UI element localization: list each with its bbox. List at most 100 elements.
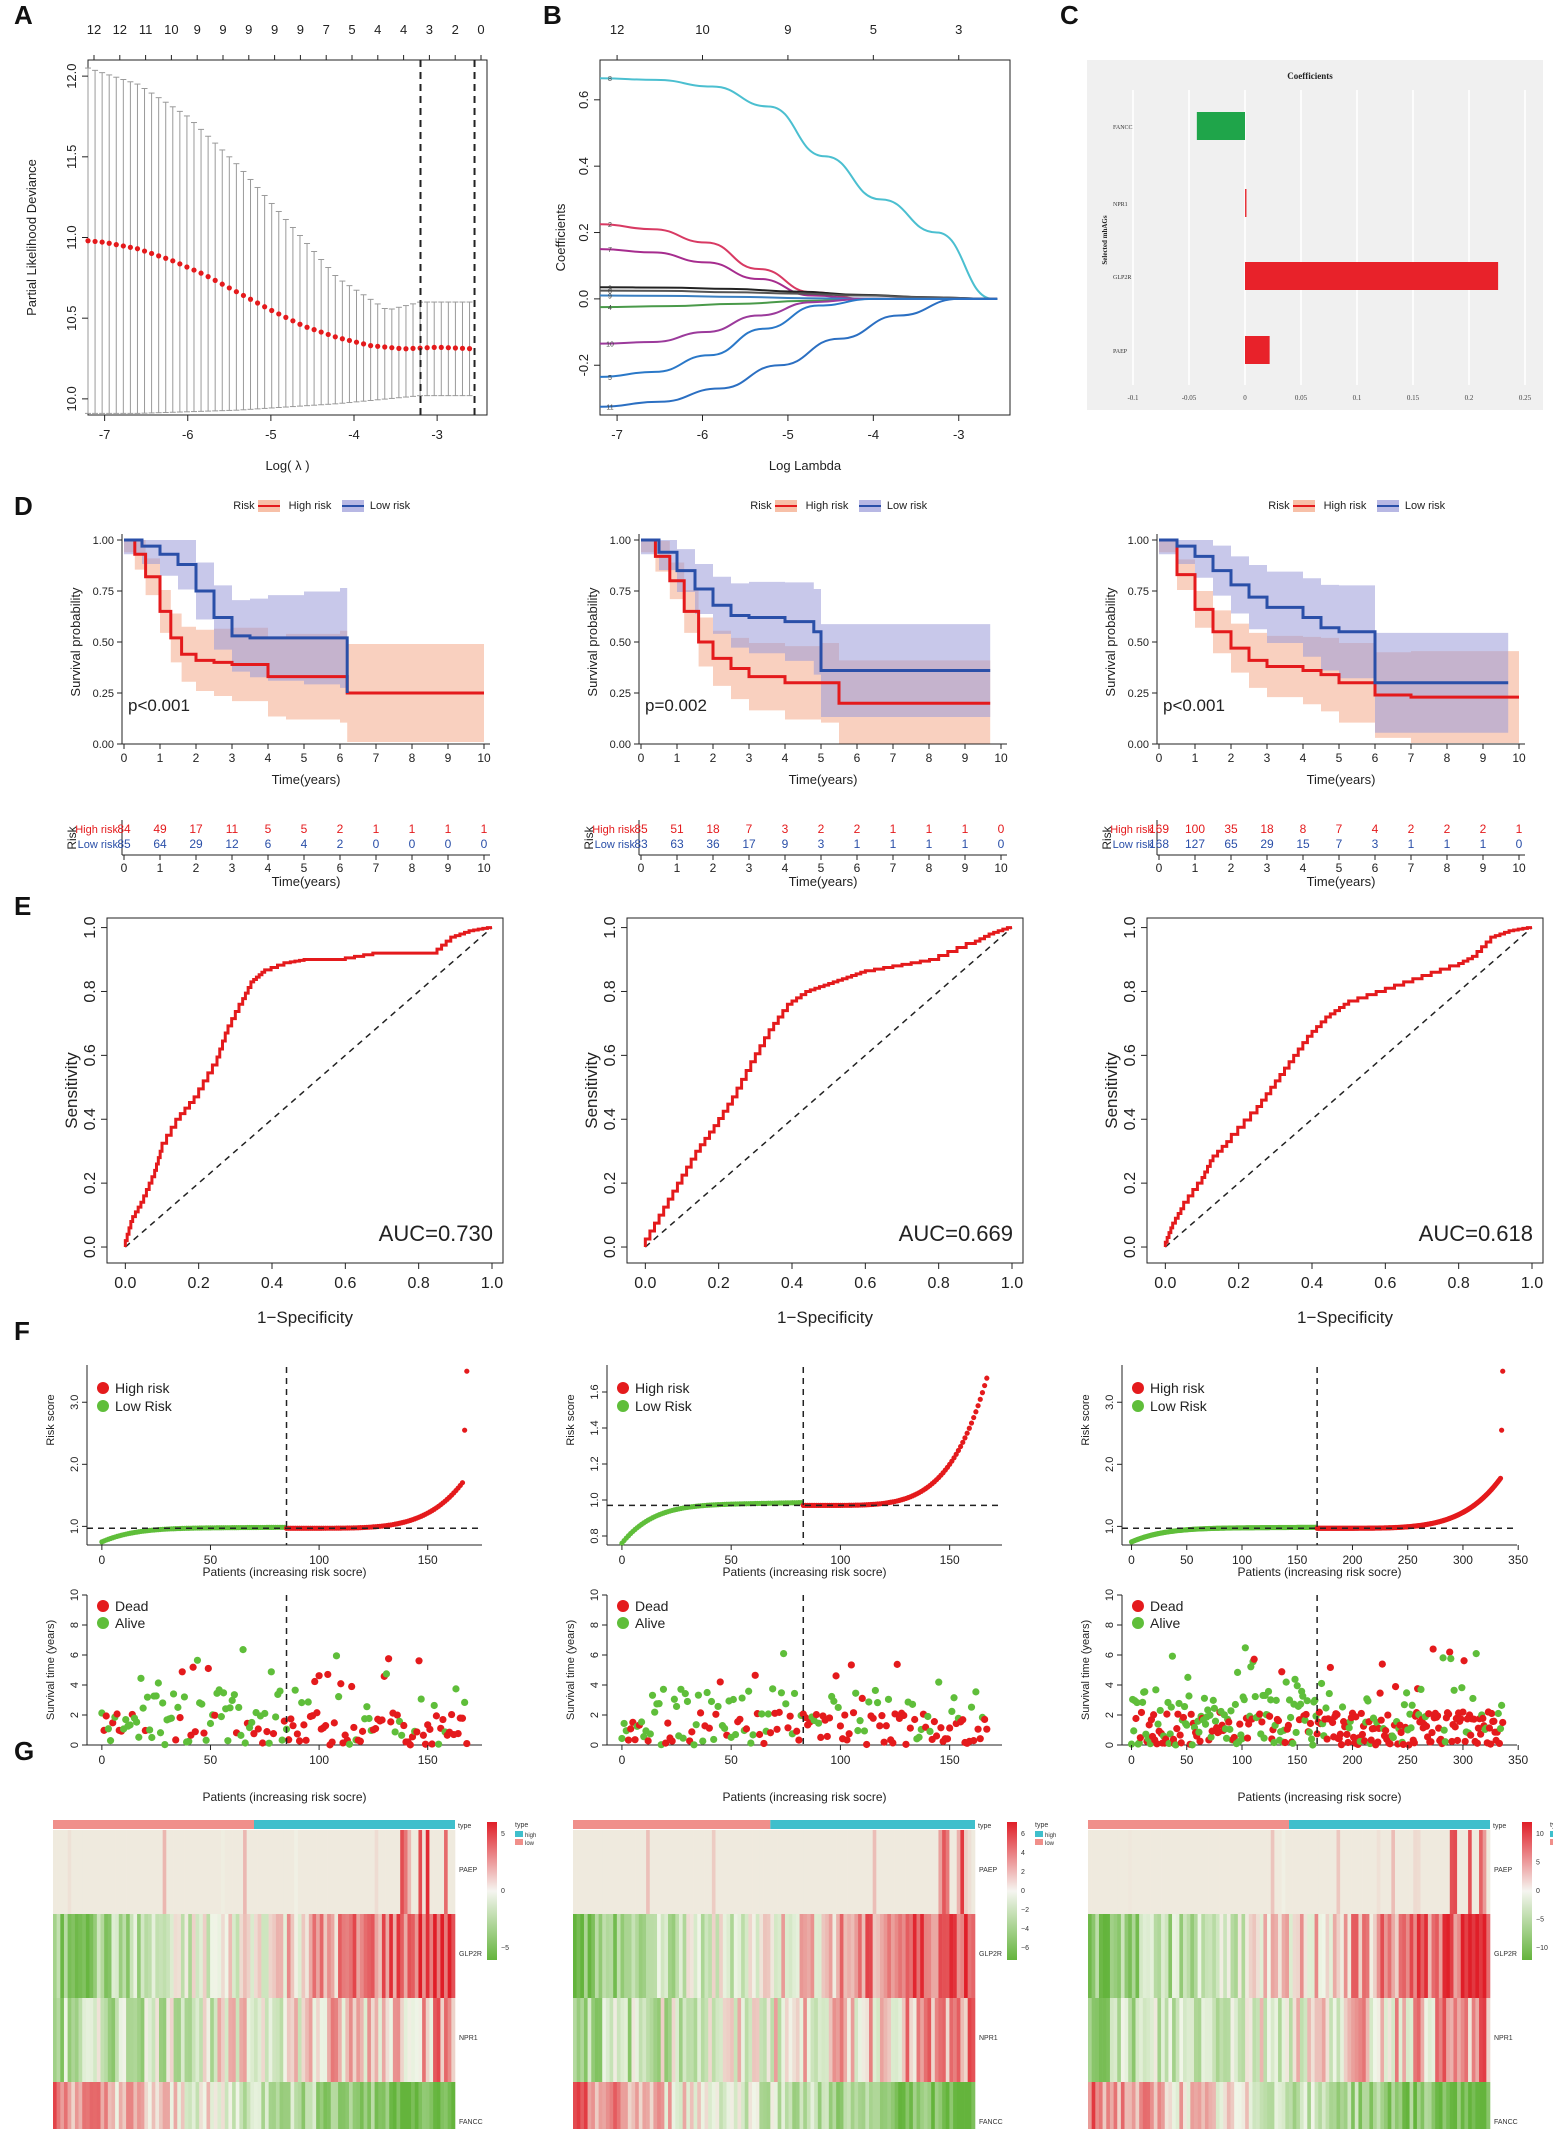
heatmap-cell — [1120, 1914, 1125, 1998]
table-row-label-low: Low risk — [595, 839, 636, 851]
heatmap-cell — [1318, 1830, 1323, 1914]
heatmap-cell — [814, 1998, 819, 2082]
heatmap-cell — [319, 2082, 324, 2129]
x-tick-label: 50 — [724, 1753, 738, 1767]
heatmap-cell — [869, 1998, 873, 2082]
heatmap-cell — [693, 2082, 698, 2129]
x-axis-label: 1−Specificity — [1297, 1308, 1393, 1327]
heatmap-cell — [638, 1998, 643, 2082]
heatmap-cell — [228, 2082, 233, 2129]
heatmap-cell — [1402, 2082, 1407, 2129]
heatmap-cell — [272, 2082, 277, 2129]
table-x-axis-label: Time(years) — [789, 874, 858, 889]
roc-curve — [1163, 926, 1532, 1248]
y-tick-label: 0.00 — [610, 739, 631, 751]
heatmap-cell — [451, 1830, 456, 1914]
table-x-tick-label: 9 — [962, 861, 969, 875]
gene-row-label: GLP2R — [1494, 1951, 1517, 1958]
dead-point — [1136, 1734, 1144, 1742]
survival-curve-high — [124, 538, 484, 695]
heatmap-cell — [700, 1998, 705, 2082]
heatmap-cell — [1424, 1998, 1429, 2082]
alive-point — [156, 1729, 165, 1737]
heatmap-cell — [381, 1830, 386, 1914]
dead-point — [289, 1722, 297, 1730]
heatmap-cell — [1124, 1830, 1129, 1914]
dead-point — [415, 1657, 423, 1665]
heatmap-cell — [363, 1914, 368, 1998]
scale-tick-label: −5 — [1536, 1917, 1544, 1924]
diagonal-reference — [1164, 927, 1533, 1248]
high-risk-point — [962, 1435, 968, 1441]
type-row-label: type — [978, 1823, 991, 1830]
y-tick-label: 0.2 — [576, 223, 591, 241]
alive-point — [452, 1685, 460, 1693]
x-tick-label: 100 — [830, 1753, 850, 1767]
heatmap-cell — [715, 1998, 720, 2082]
path-label: 8 — [608, 76, 612, 83]
table-x-tick-label: 6 — [854, 861, 861, 875]
at-risk-low: 15 — [1296, 837, 1310, 851]
heatmap-cell — [323, 1998, 328, 2082]
alive-point — [935, 1678, 943, 1686]
heatmap-cell — [235, 1998, 240, 2082]
heatmap-cell — [246, 1914, 251, 1998]
heatmap-cell — [433, 2082, 438, 2129]
heatmap-cell — [403, 1998, 408, 2082]
heatmap-cell — [1486, 1914, 1491, 1998]
heatmap-cell — [587, 2082, 592, 2129]
at-risk-high: 84 — [117, 822, 131, 836]
top-tick-label: 10 — [695, 22, 709, 37]
heatmap-cell — [385, 1830, 390, 1914]
heatmap-cell — [763, 1830, 767, 1914]
heatmap-cell — [1120, 1830, 1125, 1914]
scale-tick-label: 10 — [1536, 1831, 1544, 1838]
x-tick-label: 150 — [1287, 1753, 1307, 1767]
y-tick-label: 0.8 — [602, 980, 619, 1002]
deviance-point — [141, 248, 148, 254]
heatmap-cell — [202, 2082, 207, 2129]
heatmap-cell — [730, 1914, 735, 1998]
y-tick-label: 0.0 — [576, 290, 591, 308]
heatmap-cell — [137, 1914, 142, 1998]
heatmap-cell — [400, 1830, 405, 1914]
alive-point — [710, 1735, 718, 1744]
heatmap-cell — [1424, 2082, 1429, 2129]
dead-point — [1337, 1741, 1346, 1749]
heatmap-cell — [675, 1998, 680, 2082]
deviance-point — [177, 261, 183, 267]
heatmap-cell — [1091, 2082, 1096, 2129]
heatmap-cell — [719, 1830, 724, 1914]
heatmap-cell — [770, 1914, 775, 1998]
high-risk-point — [966, 1425, 972, 1431]
heatmap-cell — [378, 1914, 383, 1998]
heatmap-cell — [1226, 1830, 1231, 1914]
heatmap-cell — [436, 1914, 441, 1998]
x-tick-label: 9 — [962, 751, 969, 765]
heatmap-cell — [1475, 1830, 1480, 1914]
diagonal-reference — [644, 927, 1013, 1248]
heatmap-cell — [843, 1998, 848, 2082]
heatmap-cell — [118, 1914, 123, 1998]
heatmap-cell — [169, 1914, 174, 1998]
alive-point — [261, 1709, 269, 1718]
heatmap-cell — [1289, 1998, 1293, 2082]
gene-row-label: FANCC — [1494, 2119, 1518, 2126]
heatmap-cell — [447, 1914, 452, 1998]
heatmap-cell — [221, 1998, 226, 2082]
dead-point — [109, 1719, 117, 1727]
heatmap-cell — [635, 2082, 640, 2129]
heatmap-cell — [440, 1830, 445, 1914]
heatmap-cell — [627, 1914, 632, 1998]
heatmap-cell — [620, 1830, 625, 1914]
y-tick-label: 8 — [589, 1622, 601, 1628]
heatmap-cell — [689, 1914, 694, 1998]
heatmap-cell — [1270, 2082, 1275, 2129]
heatmap-cell — [71, 1914, 76, 1998]
heatmap-cell — [1285, 1830, 1290, 1914]
dead-point — [1187, 1710, 1195, 1718]
y-tick-label: 1.0 — [589, 1492, 601, 1507]
alive-point — [1260, 1734, 1268, 1742]
x-tick-label: 8 — [1444, 751, 1451, 765]
at-risk-high: 2 — [1444, 822, 1451, 836]
